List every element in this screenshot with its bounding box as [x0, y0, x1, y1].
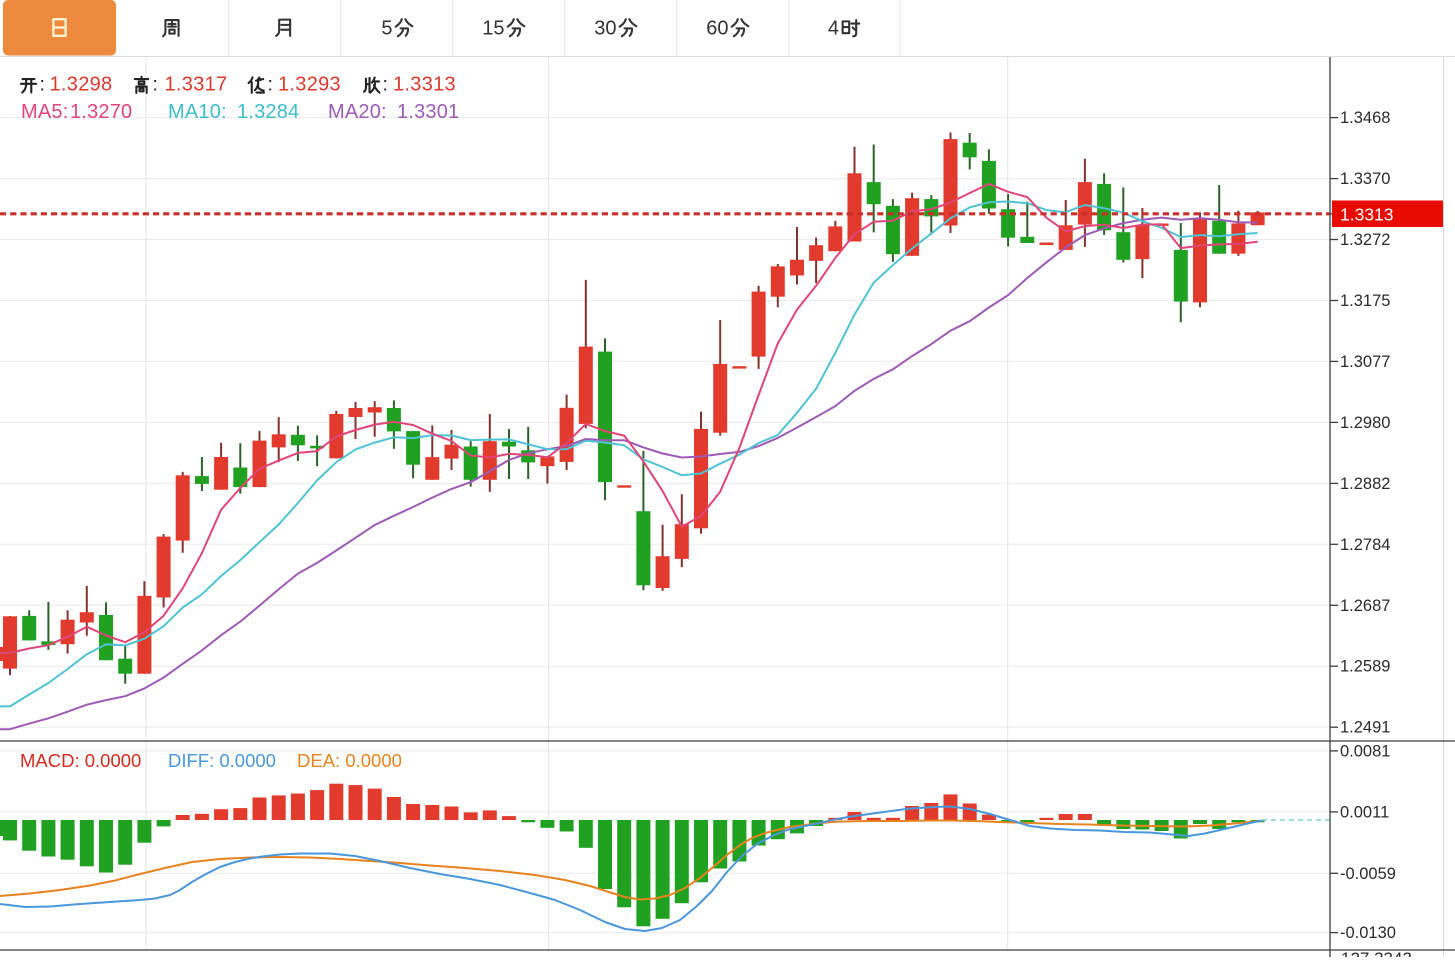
svg-text:4: 4 [828, 18, 839, 40]
svg-text:1.3468: 1.3468 [1340, 109, 1390, 127]
svg-text:-0.0130: -0.0130 [1340, 924, 1396, 942]
svg-text:MA20:: MA20: [328, 101, 387, 123]
svg-text::: : [268, 74, 273, 96]
svg-text:0.0011: 0.0011 [1340, 803, 1389, 821]
svg-text:127.3343: 127.3343 [1341, 949, 1412, 957]
svg-text:1.2980: 1.2980 [1340, 414, 1390, 432]
svg-text:1.3270: 1.3270 [70, 101, 132, 123]
svg-text:MACD: 0.0000: MACD: 0.0000 [20, 750, 141, 771]
svg-text:1.3313: 1.3313 [393, 74, 456, 96]
svg-text:1.3293: 1.3293 [278, 74, 341, 96]
svg-text:1.3317: 1.3317 [165, 74, 228, 96]
svg-text:1.2882: 1.2882 [1340, 475, 1390, 493]
svg-text:1.2784: 1.2784 [1340, 536, 1390, 554]
svg-text:1.3272: 1.3272 [1340, 231, 1390, 249]
svg-text::: : [153, 74, 158, 96]
svg-text::: : [383, 74, 388, 96]
svg-text::: : [40, 74, 45, 96]
svg-text:1.2687: 1.2687 [1340, 597, 1390, 615]
svg-text:1.3313: 1.3313 [1340, 205, 1394, 225]
svg-text:1.3284: 1.3284 [237, 101, 299, 123]
svg-text:60: 60 [706, 18, 728, 40]
svg-text:15: 15 [482, 18, 504, 40]
svg-text:DEA: 0.0000: DEA: 0.0000 [297, 750, 402, 771]
svg-text:5: 5 [381, 18, 392, 40]
svg-text:MA10:: MA10: [168, 101, 227, 123]
svg-text:1.2589: 1.2589 [1340, 658, 1390, 676]
svg-text:1.3370: 1.3370 [1340, 170, 1390, 188]
svg-text:1.3301: 1.3301 [397, 101, 459, 123]
svg-text:DIFF: 0.0000: DIFF: 0.0000 [168, 750, 276, 771]
svg-text:1.3175: 1.3175 [1340, 292, 1390, 310]
svg-text:1.3077: 1.3077 [1340, 353, 1390, 371]
svg-text:30: 30 [594, 18, 616, 40]
svg-text:1.3298: 1.3298 [50, 74, 113, 96]
svg-text:MA5:: MA5: [21, 101, 68, 123]
svg-text:-0.0059: -0.0059 [1340, 865, 1396, 883]
svg-text:1.2491: 1.2491 [1340, 719, 1390, 737]
svg-text:0.0081: 0.0081 [1340, 742, 1390, 760]
